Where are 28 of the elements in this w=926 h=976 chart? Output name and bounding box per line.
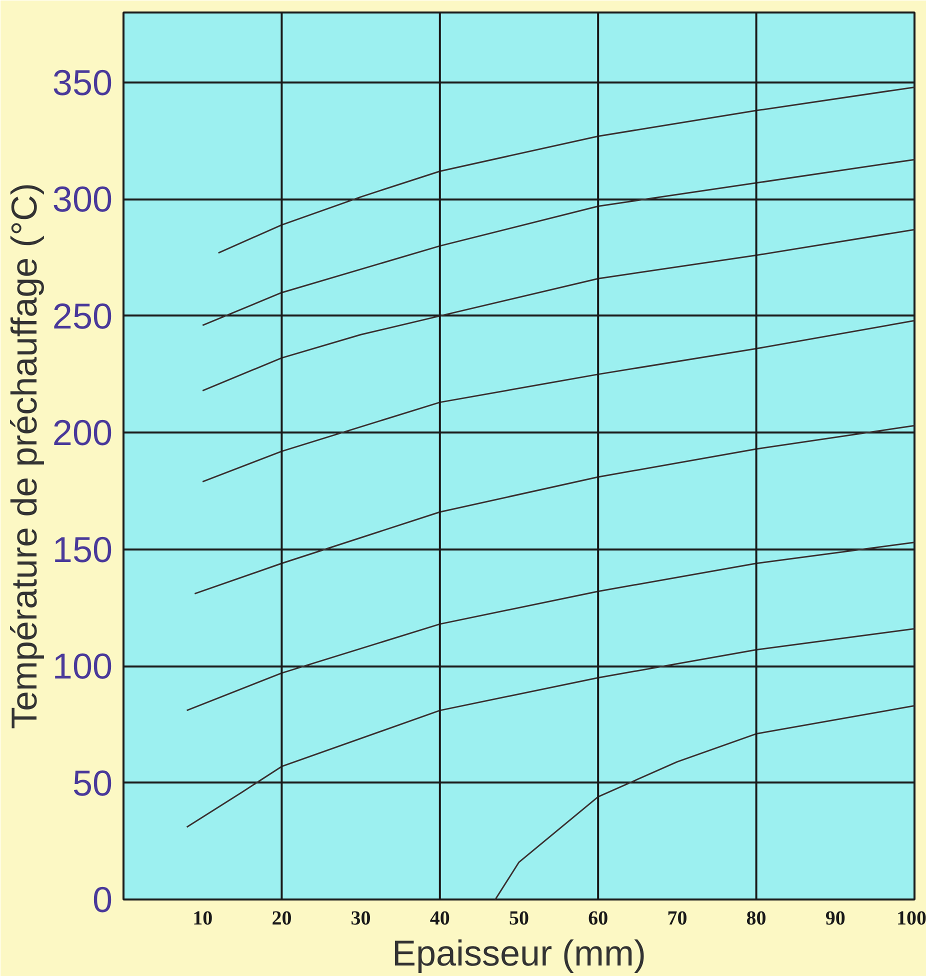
line-series [218,86,914,254]
x-tick-label: 40 [430,908,450,930]
line-series [202,228,914,392]
x-tick-label: 10 [192,908,213,930]
line-series [186,628,914,828]
y-tick-label: 250 [52,295,113,336]
line-series [186,542,914,712]
x-axis-title: Epaisseur (mm) [392,932,646,974]
y-axis-title: Température de préchauffage (°C) [3,182,44,730]
y-tick-label: 100 [52,646,113,687]
y-tick-label: 350 [52,62,113,104]
y-tick-label: 200 [52,412,113,454]
y-tick-label: 50 [72,762,113,804]
line-series [202,158,914,326]
line-series [202,320,914,482]
x-tick-label: 70 [667,908,688,930]
line-series [194,424,914,594]
x-tick-label: 100 [896,908,926,930]
x-tick-label: 30 [350,908,371,930]
x-tick-label: 60 [588,908,608,930]
x-tick-label: 90 [825,908,846,930]
x-tick-label: 20 [272,908,292,930]
x-tick-label: 50 [509,908,529,930]
x-tick-label: 80 [746,908,766,930]
y-tick-label: 0 [92,879,113,920]
line-series [494,705,914,900]
y-tick-label: 150 [52,528,113,570]
y-tick-label: 300 [52,178,113,220]
